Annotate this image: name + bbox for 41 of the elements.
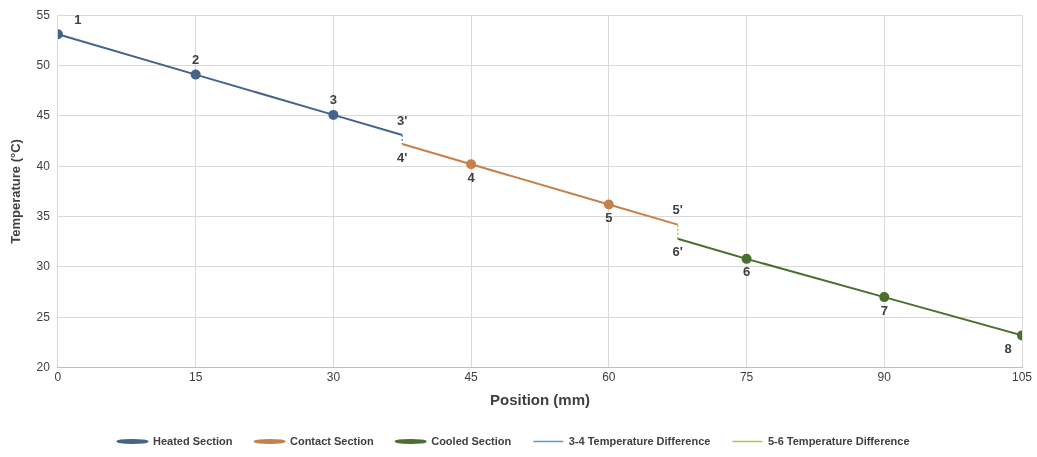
legend-label: 3-4 Temperature Difference bbox=[568, 434, 711, 447]
y-tick-label: 55 bbox=[36, 7, 51, 22]
annotation: 3' bbox=[397, 112, 408, 128]
x-tick-label: 45 bbox=[464, 370, 479, 385]
annotation: 7 bbox=[880, 302, 888, 318]
y-tick-label: 30 bbox=[36, 259, 51, 274]
x-axis-title: Position (mm) bbox=[489, 391, 590, 409]
annotation: 6' bbox=[672, 244, 683, 260]
y-tick-label: 40 bbox=[36, 158, 51, 173]
point bbox=[603, 199, 614, 210]
annotation: 3 bbox=[329, 92, 338, 108]
x-tick-label: 60 bbox=[602, 370, 616, 385]
annotation: 5 bbox=[605, 210, 613, 226]
x-tick-label: 30 bbox=[326, 370, 341, 385]
x-tick-label: 0 bbox=[54, 370, 62, 385]
y-tick-label: 20 bbox=[36, 359, 51, 374]
point bbox=[741, 253, 752, 264]
x-tick-label: 90 bbox=[877, 370, 892, 385]
legend-label: Heated Section bbox=[153, 434, 233, 447]
y-tick-label: 45 bbox=[36, 108, 51, 123]
point bbox=[879, 292, 890, 303]
point bbox=[328, 109, 339, 120]
legend-label: Cooled Section bbox=[431, 434, 512, 447]
legend-label: 5-6 Temperature Difference bbox=[767, 434, 910, 447]
annotation: 4 bbox=[467, 169, 476, 185]
annotation: 6 bbox=[742, 264, 751, 280]
legend-label: Contact Section bbox=[289, 434, 374, 447]
annotation: 4' bbox=[397, 149, 408, 165]
point bbox=[190, 69, 201, 80]
annotation: 5' bbox=[672, 202, 683, 218]
annotation: 2 bbox=[192, 52, 200, 68]
annotation: 8 bbox=[1004, 340, 1012, 356]
annotation: 1 bbox=[74, 11, 82, 27]
x-tick-label: 15 bbox=[188, 370, 203, 385]
x-tick-label: 75 bbox=[739, 370, 754, 385]
x-tick-label: 105 bbox=[1011, 370, 1033, 385]
y-tick-label: 25 bbox=[36, 309, 51, 324]
y-axis-title: Temperature (°C) bbox=[8, 139, 24, 244]
point bbox=[466, 159, 477, 170]
y-tick-label: 50 bbox=[36, 57, 51, 72]
y-tick-label: 35 bbox=[36, 208, 51, 223]
